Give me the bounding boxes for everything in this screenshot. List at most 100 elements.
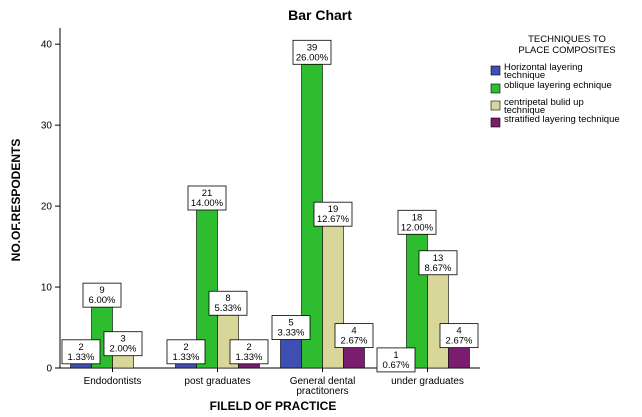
x-category-label-line: General dental	[290, 376, 356, 387]
legend-swatch	[490, 65, 501, 76]
x-category-label: post graduates	[184, 376, 250, 387]
x-category-label-line: Endodontists	[84, 376, 142, 387]
data-label: 1 0.67%	[383, 350, 410, 371]
data-label-line: 2	[78, 342, 83, 353]
legend-title: TECHNIQUES TO PLACE COMPOSITES	[518, 34, 615, 56]
data-label: 4 2.67%	[341, 326, 368, 347]
data-label: 18 12.00%	[401, 212, 434, 233]
bar	[427, 262, 449, 369]
data-label: 13 8.67%	[425, 253, 452, 274]
data-label-line: 2.00%	[110, 344, 137, 355]
data-label: 2 1.33%	[68, 342, 95, 363]
data-label: 39 26.00%	[296, 42, 329, 63]
y-tick-label: 0	[46, 364, 52, 375]
legend: TECHNIQUES TO PLACE COMPOSITES Horizontal …	[490, 34, 620, 128]
data-label-line: 1.33%	[236, 352, 263, 363]
data-label: 8 5.33%	[215, 293, 242, 314]
data-label-box	[271, 315, 311, 340]
legend-entry: oblique layering echnique	[504, 80, 612, 91]
legend-title-line: PLACE COMPOSITES	[518, 45, 615, 56]
data-label-line: 5	[288, 318, 293, 329]
data-label-box	[334, 323, 374, 349]
data-label-line: 1.33%	[68, 352, 95, 363]
data-label-line: 0.67%	[383, 360, 410, 371]
data-label-box	[313, 201, 353, 227]
bar	[406, 221, 428, 369]
data-label-line: 8	[225, 293, 230, 304]
data-label-line: 39	[307, 42, 318, 53]
legend-entry-line: technique	[504, 105, 545, 116]
data-label: 2 1.33%	[173, 342, 200, 363]
x-category-label-line: post graduates	[184, 376, 250, 387]
data-labels: 2 1.33%9 6.00%3 2.00% 2 1.33%21 14.00%8 5.33%2 1…	[61, 39, 479, 373]
legend-entry-line: stratified layering technique	[504, 114, 620, 125]
data-label-line: 1	[393, 350, 398, 361]
data-label-line: 3	[120, 334, 125, 345]
legend-swatch	[490, 117, 501, 128]
legend-entry-line: oblique layering echnique	[504, 80, 612, 91]
x-category-label: Endodontists	[84, 376, 142, 387]
data-label-line: 8.67%	[425, 263, 452, 274]
x-category-label-line: practitoners	[296, 386, 348, 397]
data-label-box	[103, 331, 143, 357]
data-label-line: 21	[202, 188, 213, 199]
data-label-line: 13	[433, 253, 444, 264]
data-label-line: 19	[328, 204, 339, 215]
data-label-line: 26.00%	[296, 52, 329, 63]
data-label-line: 1.33%	[173, 352, 200, 363]
legend-entry-line: technique	[504, 70, 545, 81]
x-category-label: General dental practitoners	[290, 376, 356, 397]
data-label: 5 3.33%	[278, 318, 305, 339]
data-label-line: 2.67%	[341, 336, 368, 347]
data-label: 21 14.00%	[191, 188, 224, 209]
data-label-line: 2	[246, 342, 251, 353]
data-label-line: 9	[99, 285, 104, 296]
data-label-line: 14.00%	[191, 198, 224, 209]
data-label-line: 12.67%	[317, 214, 350, 225]
y-tick-label: 30	[41, 121, 53, 132]
data-label-line: 18	[412, 212, 423, 223]
x-category-label: under graduates	[391, 376, 464, 387]
data-label-box	[208, 290, 248, 316]
legend-title-line: TECHNIQUES TO	[528, 34, 606, 45]
data-label-box	[376, 347, 416, 373]
data-label-line: 2.67%	[446, 336, 473, 347]
legend-swatch	[490, 100, 501, 111]
x-category-label-line: under graduates	[391, 376, 464, 387]
data-label-box	[166, 339, 206, 365]
data-label: 19 12.67%	[317, 204, 350, 225]
data-label-line: 3.33%	[278, 328, 305, 339]
legend-entry-line: Horizontal layering	[504, 62, 583, 73]
legend-entry: stratified layering technique	[504, 114, 620, 125]
y-axis-title: NO.OF.RESPODENTS	[9, 139, 23, 262]
data-label: 3 2.00%	[110, 334, 137, 355]
data-label: 4 2.67%	[446, 326, 473, 347]
legend-entry-line: centripetal bulid up	[504, 97, 584, 108]
data-label-line: 4	[351, 326, 356, 337]
data-label-box	[418, 250, 458, 276]
data-label-line: 12.00%	[401, 222, 434, 233]
data-label-line: 4	[456, 326, 461, 337]
x-axis-title: FILELD OF PRACTICE	[210, 399, 337, 413]
data-label-box	[292, 39, 332, 65]
data-label-box	[397, 209, 437, 235]
y-tick-label: 20	[41, 202, 53, 213]
data-label-box	[187, 185, 227, 211]
data-label-box	[439, 323, 479, 349]
data-label-box	[229, 339, 269, 365]
legend-entry: Horizontal layering technique	[504, 62, 583, 81]
data-label-line: 6.00%	[89, 295, 116, 306]
data-label: 9 6.00%	[89, 285, 116, 306]
chart-title: Bar Chart	[288, 7, 352, 23]
data-label-box	[61, 339, 101, 365]
y-tick-label: 10	[41, 283, 53, 294]
data-label: 2 1.33%	[236, 342, 263, 363]
y-tick-label: 40	[41, 40, 53, 51]
data-label-box	[82, 282, 122, 308]
data-label-line: 2	[183, 342, 188, 353]
data-label-line: 5.33%	[215, 303, 242, 314]
legend-swatch	[490, 83, 501, 94]
legend-entry: centripetal bulid up technique	[504, 97, 584, 116]
